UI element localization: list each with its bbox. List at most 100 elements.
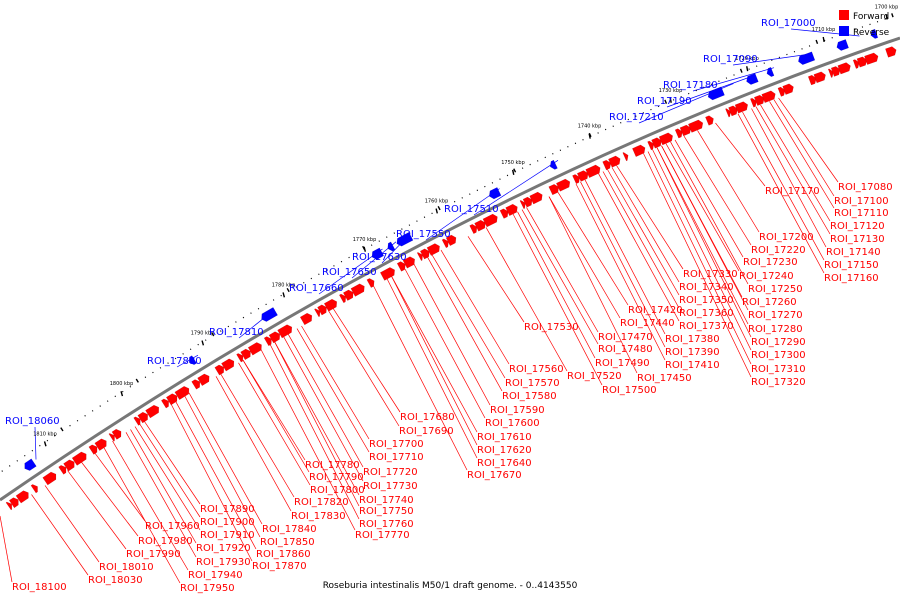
forward-gene-arrow	[396, 261, 406, 272]
forward-leader-line	[674, 139, 744, 258]
forward-gene-label: ROI_17690	[399, 426, 454, 437]
forward-gene-arrow	[63, 459, 75, 472]
forward-gene-arrow	[214, 364, 225, 376]
forward-gene-arrow	[505, 203, 518, 216]
forward-gene-label: ROI_17250	[748, 284, 803, 295]
minor-tick	[69, 424, 71, 427]
forward-leader-line	[751, 108, 827, 248]
minor-tick	[453, 200, 456, 203]
forward-leader-line	[130, 429, 197, 544]
minor-tick	[167, 362, 169, 364]
forward-leader-line	[112, 440, 189, 571]
minor-tick	[703, 86, 705, 89]
kbp-tick-label: 1760 kbp	[425, 199, 449, 205]
minor-tick	[756, 65, 758, 67]
forward-gene-arrow	[240, 348, 251, 360]
minor-tick	[303, 282, 305, 284]
forward-leader-line	[274, 341, 360, 496]
reverse-gene-arrow	[836, 39, 849, 51]
kbp-tick-mark	[43, 441, 47, 447]
forward-leader-line	[238, 362, 311, 486]
forward-leader-line	[683, 135, 752, 246]
reverse-gene-label: ROI_17550	[396, 229, 451, 240]
forward-gene-arrow	[108, 433, 115, 442]
forward-leader-line	[737, 113, 825, 274]
forward-leader-line	[548, 196, 621, 319]
forward-gene-arrow	[885, 46, 897, 58]
forward-gene-arrow	[658, 132, 673, 146]
forward-gene-arrow	[197, 373, 210, 386]
forward-gene-label: ROI_17700	[369, 439, 424, 450]
forward-gene-arrow	[343, 289, 354, 301]
kbp-tick-mark	[435, 208, 438, 214]
forward-gene-label: ROI_18100	[12, 582, 67, 593]
minor-tick	[54, 434, 56, 437]
forward-gene-label: ROI_17410	[665, 360, 720, 371]
forward-gene-label: ROI_17390	[665, 347, 720, 358]
minor-tick	[793, 50, 796, 53]
minor-tick	[876, 21, 879, 23]
forward-leader-line	[269, 344, 360, 520]
forward-gene-arrow	[161, 398, 169, 409]
forward-gene-label: ROI_17740	[359, 495, 414, 506]
forward-leader-line	[584, 179, 666, 335]
forward-gene-label: ROI_17480	[598, 344, 653, 355]
forward-leader-line	[80, 461, 139, 537]
forward-gene-arrow	[837, 62, 851, 75]
minor-tick	[650, 108, 652, 111]
forward-gene-label: ROI_17290	[751, 337, 806, 348]
kbp-tick-label: 1770 kbp	[353, 237, 377, 243]
forward-gene-arrow	[807, 75, 817, 86]
minor-tick	[635, 115, 637, 117]
minor-tick	[499, 178, 501, 180]
forward-leader-line	[188, 392, 263, 525]
forward-leader-line	[485, 227, 568, 372]
forward-leader-line	[647, 151, 752, 365]
reverse-leader-line	[425, 188, 500, 241]
gene-features	[5, 28, 897, 511]
forward-gene-label: ROI_17910	[200, 530, 255, 541]
forward-gene-arrow	[42, 471, 57, 486]
forward-gene-arrow	[576, 170, 589, 182]
major-tick	[664, 99, 668, 104]
forward-gene-label: ROI_17830	[291, 511, 346, 522]
forward-leader-line	[760, 104, 831, 222]
minor-tick	[257, 307, 260, 310]
forward-leader-line	[242, 359, 306, 461]
minor-tick	[250, 312, 252, 314]
minor-tick	[220, 330, 222, 332]
minor-tick	[378, 240, 380, 242]
forward-leader-line	[413, 264, 491, 406]
major-tick	[211, 332, 215, 337]
forward-gene-arrow	[482, 213, 498, 228]
minor-tick	[582, 139, 584, 141]
forward-gene-label: ROI_17470	[598, 332, 653, 343]
forward-leader-line	[656, 147, 752, 338]
minor-tick	[672, 99, 675, 101]
minor-tick	[552, 153, 554, 155]
forward-leader-line	[526, 207, 599, 333]
minor-tick	[786, 53, 788, 56]
label-leaders	[0, 28, 860, 584]
minor-tick	[688, 92, 690, 95]
forward-gene-label: ROI_17800	[310, 485, 365, 496]
forward-leader-line	[670, 141, 749, 285]
major-tick	[135, 378, 139, 383]
minor-tick	[114, 395, 116, 398]
forward-gene-label: ROI_17340	[679, 282, 734, 293]
minor-tick	[189, 348, 192, 351]
kbp-tick-label: 1730 kbp	[659, 88, 683, 94]
forward-leader-line	[134, 426, 201, 531]
forward-leader-line	[575, 183, 666, 361]
forward-leader-line	[616, 165, 684, 270]
forward-gene-label: ROI_17360	[679, 308, 734, 319]
forward-gene-arrow	[688, 119, 704, 133]
legend-forward-label: Forward	[853, 12, 889, 22]
minor-tick	[393, 232, 396, 234]
forward-gene-label: ROI_17560	[509, 364, 564, 375]
minor-tick	[559, 149, 562, 152]
minor-tick	[144, 376, 147, 378]
forward-gene-label: ROI_17450	[637, 373, 692, 384]
forward-gene-arrow	[191, 379, 201, 390]
forward-gene-arrow	[856, 56, 868, 68]
